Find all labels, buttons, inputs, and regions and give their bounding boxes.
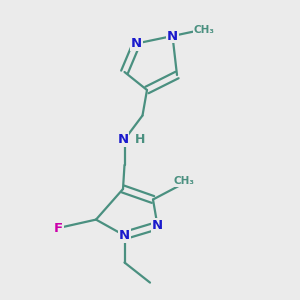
Text: N: N: [167, 29, 178, 43]
Text: CH₃: CH₃: [194, 25, 214, 35]
Text: N: N: [117, 133, 129, 146]
Text: H: H: [135, 133, 145, 146]
Text: N: N: [131, 37, 142, 50]
Text: N: N: [119, 229, 130, 242]
Text: F: F: [54, 221, 63, 235]
Text: CH₃: CH₃: [174, 176, 195, 187]
Text: N: N: [152, 219, 163, 232]
